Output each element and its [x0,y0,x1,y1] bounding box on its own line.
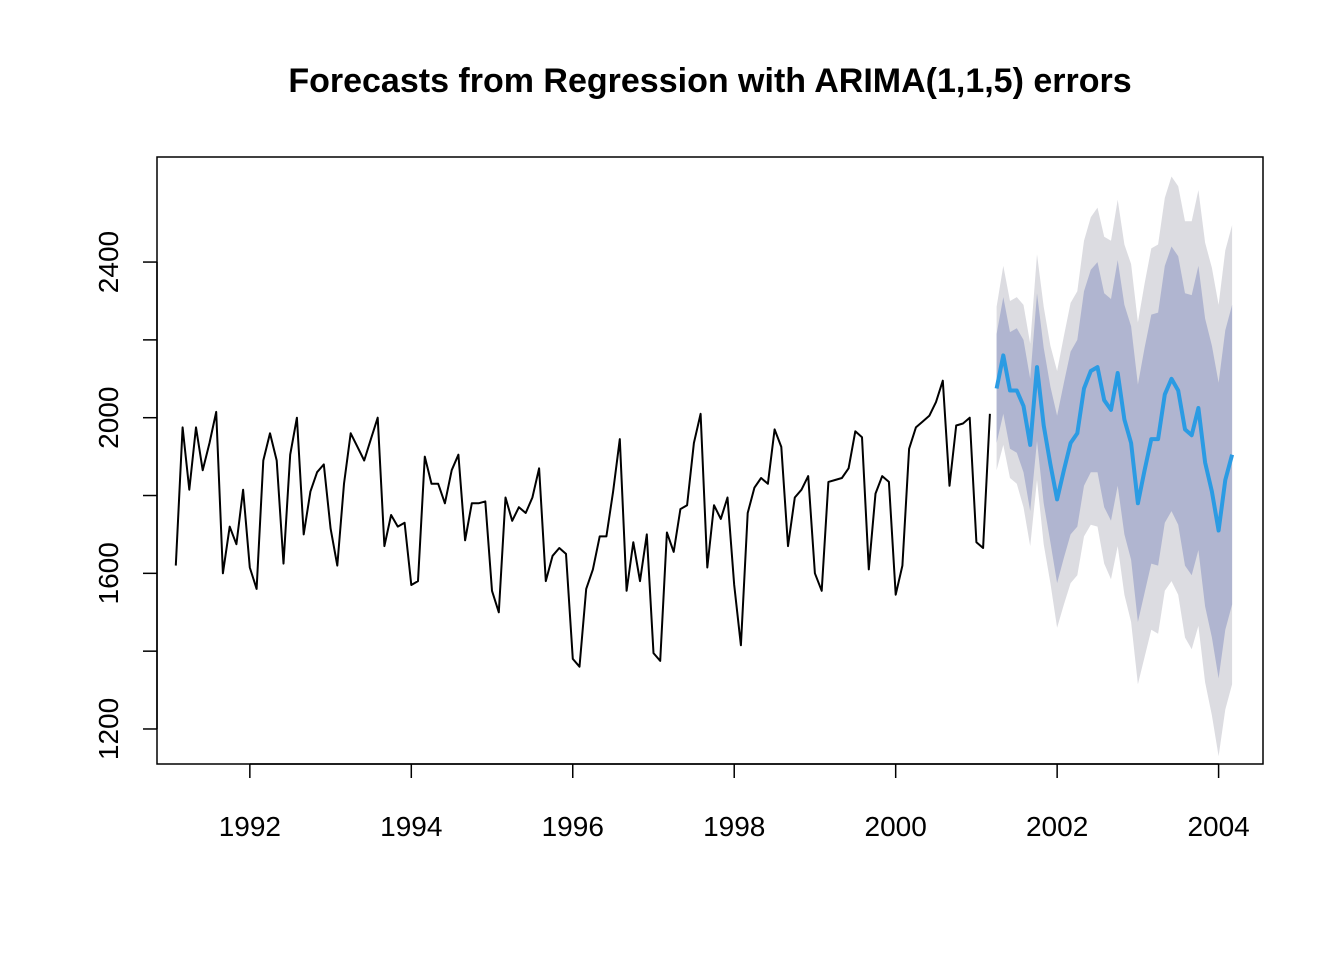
chart-title: Forecasts from Regression with ARIMA(1,1… [288,62,1131,100]
forecast-bands [996,176,1233,757]
x-tick-label: 1992 [219,811,281,842]
history-line [174,379,991,668]
x-tick-label: 2004 [1187,811,1249,842]
y-tick-label: 2000 [93,387,124,449]
y-axis: 1200 1600 2000 2400 [93,231,158,760]
x-tick-label: 1994 [380,811,442,842]
series-lines [174,353,1235,668]
y-tick-label: 2400 [93,231,124,293]
x-tick-label: 2002 [1026,811,1088,842]
y-tick-label: 1600 [93,542,124,604]
x-tick-label: 2000 [865,811,927,842]
x-tick-label: 1996 [542,811,604,842]
forecast-line [994,353,1235,533]
y-tick-label: 1200 [93,698,124,760]
x-axis: 1992 1994 1996 1998 2000 2002 2004 [219,763,1250,842]
x-tick-label: 1998 [703,811,765,842]
band-80 [996,246,1233,679]
